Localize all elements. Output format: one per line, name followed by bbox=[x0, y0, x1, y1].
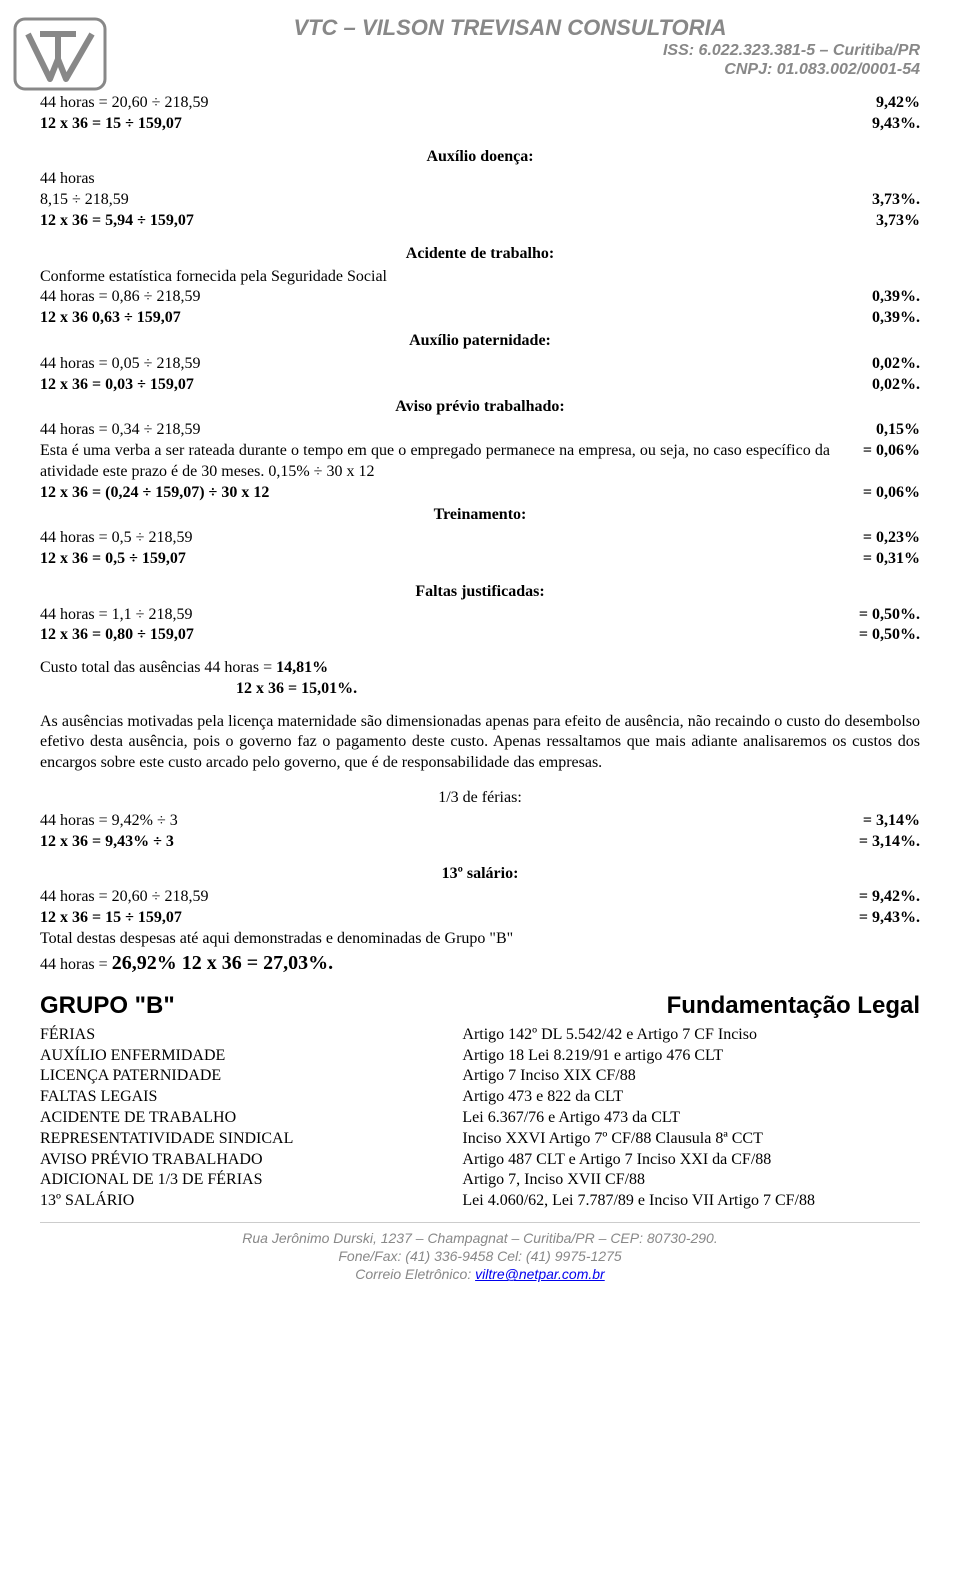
paragraph-ausencias: As ausências motivadas pela licença mate… bbox=[40, 712, 920, 774]
legal-row: ADICIONAL DE 1/3 DE FÉRIASArtigo 7, Inci… bbox=[40, 1170, 920, 1191]
grupo-b-title: GRUPO "B" bbox=[40, 990, 175, 1021]
grupo-b-legal-title: Fundamentação Legal bbox=[667, 990, 920, 1021]
legal-row: FALTAS LEGAISArtigo 473 e 822 da CLT bbox=[40, 1087, 920, 1108]
calc-line: 12 x 36 = 15 ÷ 159,07 bbox=[40, 114, 800, 135]
footer-address: Rua Jerônimo Durski, 1237 – Champagnat –… bbox=[40, 1229, 920, 1247]
footer-email: Correio Eletrônico: viltre@netpar.com.br bbox=[40, 1265, 920, 1283]
calc-result: = 0,06% bbox=[830, 441, 920, 483]
legal-reference: Lei 4.060/62, Lei 7.787/89 e Inciso VII … bbox=[462, 1191, 920, 1212]
legal-row: FÉRIASArtigo 142º DL 5.542/42 e Artigo 7… bbox=[40, 1025, 920, 1046]
calc-result: = 0,06% bbox=[800, 483, 920, 504]
legal-table: FÉRIASArtigo 142º DL 5.542/42 e Artigo 7… bbox=[40, 1025, 920, 1212]
legal-row: REPRESENTATIVIDADE SINDICALInciso XXVI A… bbox=[40, 1129, 920, 1150]
calc-line: 12 x 36 = 9,43% ÷ 3 bbox=[40, 832, 800, 853]
calc-result: 9,42% bbox=[800, 93, 920, 114]
legal-row: AUXÍLIO ENFERMIDADEArtigo 18 Lei 8.219/9… bbox=[40, 1046, 920, 1067]
heading-ferias: 1/3 de férias: bbox=[40, 788, 920, 809]
heading-treinamento: Treinamento: bbox=[40, 505, 920, 526]
page-header: VTC – VILSON TREVISAN CONSULTORIA ISS: 6… bbox=[40, 14, 920, 83]
calc-result: = 0,23% bbox=[800, 528, 920, 549]
calc-result: 3,73%. bbox=[800, 190, 920, 211]
calc-result: = 3,14%. bbox=[800, 832, 920, 853]
footer-email-link[interactable]: viltre@netpar.com.br bbox=[475, 1266, 605, 1282]
legal-item: ADICIONAL DE 1/3 DE FÉRIAS bbox=[40, 1170, 462, 1191]
calc-line: 12 x 36 = (0,24 ÷ 159,07) ÷ 30 x 12 bbox=[40, 483, 800, 504]
paragraph-aviso: Esta é uma verba a ser rateada durante o… bbox=[40, 441, 830, 483]
calc-result: 0,02%. bbox=[800, 375, 920, 396]
calc-result: = 0,50%. bbox=[800, 605, 920, 626]
legal-reference: Artigo 7, Inciso XVII CF/88 bbox=[462, 1170, 920, 1191]
heading-13salario: 13º salário: bbox=[40, 864, 920, 885]
legal-row: ACIDENTE DE TRABALHOLei 6.367/76 e Artig… bbox=[40, 1108, 920, 1129]
calc-result: = 3,14% bbox=[800, 811, 920, 832]
heading-acidente: Acidente de trabalho: bbox=[40, 244, 920, 265]
header-iss: ISS: 6.022.323.381-5 – Curitiba/PR bbox=[40, 41, 920, 60]
legal-reference: Artigo 487 CLT e Artigo 7 Inciso XXI da … bbox=[462, 1150, 920, 1171]
legal-row: 13º SALÁRIOLei 4.060/62, Lei 7.787/89 e … bbox=[40, 1191, 920, 1212]
heading-faltas: Faltas justificadas: bbox=[40, 582, 920, 603]
calc-line: 44 horas = 0,05 ÷ 218,59 bbox=[40, 354, 800, 375]
header-cnpj: CNPJ: 01.083.002/0001-54 bbox=[40, 60, 920, 79]
calc-line: 12 x 36 0,63 ÷ 159,07 bbox=[40, 308, 800, 329]
calc-line: 44 horas = 0,86 ÷ 218,59 bbox=[40, 287, 800, 308]
legal-row: LICENÇA PATERNIDADEArtigo 7 Inciso XIX C… bbox=[40, 1066, 920, 1087]
legal-reference: Artigo 7 Inciso XIX CF/88 bbox=[462, 1066, 920, 1087]
legal-reference: Artigo 18 Lei 8.219/91 e artigo 476 CLT bbox=[462, 1046, 920, 1067]
footer-phone: Fone/Fax: (41) 336-9458 Cel: (41) 9975-1… bbox=[40, 1247, 920, 1265]
legal-row: AVISO PRÉVIO TRABALHADOArtigo 487 CLT e … bbox=[40, 1150, 920, 1171]
legal-reference: Artigo 142º DL 5.542/42 e Artigo 7 CF In… bbox=[462, 1025, 920, 1046]
calc-result: 3,73% bbox=[800, 211, 920, 232]
heading-auxilio-doenca: Auxílio doença: bbox=[40, 147, 920, 168]
calc-result: 0,39%. bbox=[800, 308, 920, 329]
calc-line: 44 horas = 20,60 ÷ 218,59 bbox=[40, 887, 800, 908]
calc-line: 44 horas = 0,34 ÷ 218,59 bbox=[40, 420, 800, 441]
legal-reference: Artigo 473 e 822 da CLT bbox=[462, 1087, 920, 1108]
total-line1: Total destas despesas até aqui demonstra… bbox=[40, 929, 920, 950]
page-footer: Rua Jerônimo Durski, 1237 – Champagnat –… bbox=[40, 1222, 920, 1284]
calc-result: 9,43%. bbox=[800, 114, 920, 135]
calc-line: 12 x 36 = 0,80 ÷ 159,07 bbox=[40, 625, 800, 646]
calc-line: 12 x 36 = 15 ÷ 159,07 bbox=[40, 908, 800, 929]
legal-reference: Lei 6.367/76 e Artigo 473 da CLT bbox=[462, 1108, 920, 1129]
calc-line: 12 x 36 = 5,94 ÷ 159,07 bbox=[40, 211, 800, 232]
calc-line: 8,15 ÷ 218,59 bbox=[40, 190, 800, 211]
total-line2: 44 horas = 26,92% 12 x 36 = 27,03%. bbox=[40, 950, 920, 976]
calc-result: = 0,50%. bbox=[800, 625, 920, 646]
calc-line: 12 x 36 = 0,5 ÷ 159,07 bbox=[40, 549, 800, 570]
legal-item: FÉRIAS bbox=[40, 1025, 462, 1046]
calc-line: 44 horas bbox=[40, 169, 920, 190]
calc-result: 0,15% bbox=[800, 420, 920, 441]
custo-total-line-1: Custo total das ausências 44 horas = 14,… bbox=[40, 658, 920, 679]
legal-item: FALTAS LEGAIS bbox=[40, 1087, 462, 1108]
calc-line: 44 horas = 9,42% ÷ 3 bbox=[40, 811, 800, 832]
text-line: Conforme estatística fornecida pela Segu… bbox=[40, 267, 920, 288]
custo-total-line-2: 12 x 36 = 15,01%. bbox=[40, 679, 920, 700]
legal-item: LICENÇA PATERNIDADE bbox=[40, 1066, 462, 1087]
calc-result: 0,02%. bbox=[800, 354, 920, 375]
legal-item: AVISO PRÉVIO TRABALHADO bbox=[40, 1150, 462, 1171]
legal-reference: Inciso XXVI Artigo 7º CF/88 Clausula 8ª … bbox=[462, 1129, 920, 1150]
calc-result: 0,39%. bbox=[800, 287, 920, 308]
company-logo-icon bbox=[10, 14, 110, 94]
calc-line: 44 horas = 0,5 ÷ 218,59 bbox=[40, 528, 800, 549]
calc-result: = 9,42%. bbox=[800, 887, 920, 908]
header-company: VTC – VILSON TREVISAN CONSULTORIA bbox=[100, 14, 920, 43]
calc-line: 12 x 36 = 0,03 ÷ 159,07 bbox=[40, 375, 800, 396]
legal-item: AUXÍLIO ENFERMIDADE bbox=[40, 1046, 462, 1067]
calc-line: 44 horas = 20,60 ÷ 218,59 bbox=[40, 93, 800, 114]
calc-result: = 9,43%. bbox=[800, 908, 920, 929]
legal-item: REPRESENTATIVIDADE SINDICAL bbox=[40, 1129, 462, 1150]
legal-item: 13º SALÁRIO bbox=[40, 1191, 462, 1212]
grupo-b-heading-row: GRUPO "B" Fundamentação Legal bbox=[40, 990, 920, 1021]
calc-result: = 0,31% bbox=[800, 549, 920, 570]
heading-aviso: Aviso prévio trabalhado: bbox=[40, 397, 920, 418]
legal-item: ACIDENTE DE TRABALHO bbox=[40, 1108, 462, 1129]
calc-line: 44 horas = 1,1 ÷ 218,59 bbox=[40, 605, 800, 626]
heading-paternidade: Auxílio paternidade: bbox=[40, 331, 920, 352]
